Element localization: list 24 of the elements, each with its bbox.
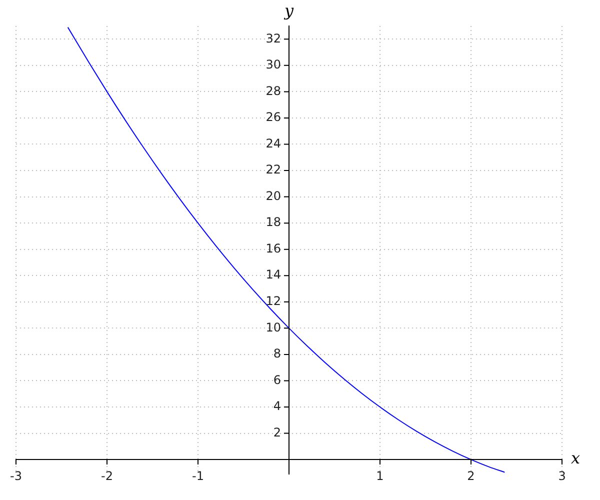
y-tick-label: 10 — [266, 320, 281, 334]
y-tick-label: 20 — [266, 188, 281, 203]
y-tick-label: 14 — [266, 268, 281, 282]
y-tick-label: 4 — [273, 399, 281, 414]
x-tick-label: 2 — [467, 468, 475, 483]
y-tick-label: 16 — [266, 241, 281, 256]
y-tick-label: 12 — [266, 294, 281, 308]
y-tick-label: 24 — [266, 136, 281, 150]
y-tick-label: 22 — [266, 162, 281, 177]
y-axis-title: y — [283, 1, 294, 20]
x-tick-label: -1 — [192, 468, 204, 483]
y-tick-label: 26 — [266, 110, 281, 124]
x-tick-label: -2 — [101, 468, 113, 483]
y-tick-label: 32 — [266, 31, 281, 46]
y-tick-label: 6 — [273, 372, 281, 387]
y-tick-label: 8 — [273, 346, 281, 361]
x-tick-label: 1 — [376, 468, 384, 483]
y-tick-label: 2 — [273, 425, 281, 440]
y-tick-label: 30 — [266, 58, 281, 72]
y-tick-label: 18 — [266, 215, 281, 230]
x-axis-title: x — [571, 448, 580, 468]
x-tick-label: -3 — [10, 468, 22, 483]
y-tick-label: 28 — [266, 84, 281, 98]
x-tick-label: 3 — [558, 468, 566, 483]
